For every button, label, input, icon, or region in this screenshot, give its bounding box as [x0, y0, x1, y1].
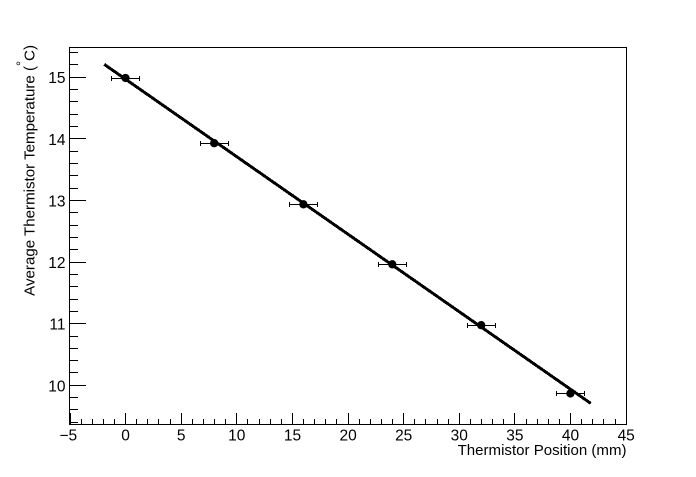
svg-text:20: 20 — [339, 427, 357, 444]
svg-text:13: 13 — [48, 193, 65, 210]
svg-text:25: 25 — [395, 427, 412, 444]
svg-text:5: 5 — [177, 427, 186, 444]
svg-text:10: 10 — [228, 427, 246, 444]
svg-text:14: 14 — [48, 132, 66, 149]
svg-text:40: 40 — [562, 427, 580, 444]
svg-text:15: 15 — [48, 70, 65, 87]
svg-text:45: 45 — [618, 427, 635, 444]
svg-text:Average Thermistor Temperature: Average Thermistor Temperature (°C) — [14, 45, 38, 296]
svg-text:11: 11 — [49, 317, 65, 334]
svg-text:0: 0 — [121, 427, 130, 444]
svg-text:30: 30 — [451, 427, 469, 444]
svg-text:Thermistor Position (mm): Thermistor Position (mm) — [458, 442, 627, 459]
svg-text:12: 12 — [48, 255, 65, 272]
svg-text:−5: −5 — [59, 427, 77, 444]
svg-text:10: 10 — [48, 378, 66, 395]
svg-text:35: 35 — [506, 427, 523, 444]
svg-text:15: 15 — [284, 427, 301, 444]
